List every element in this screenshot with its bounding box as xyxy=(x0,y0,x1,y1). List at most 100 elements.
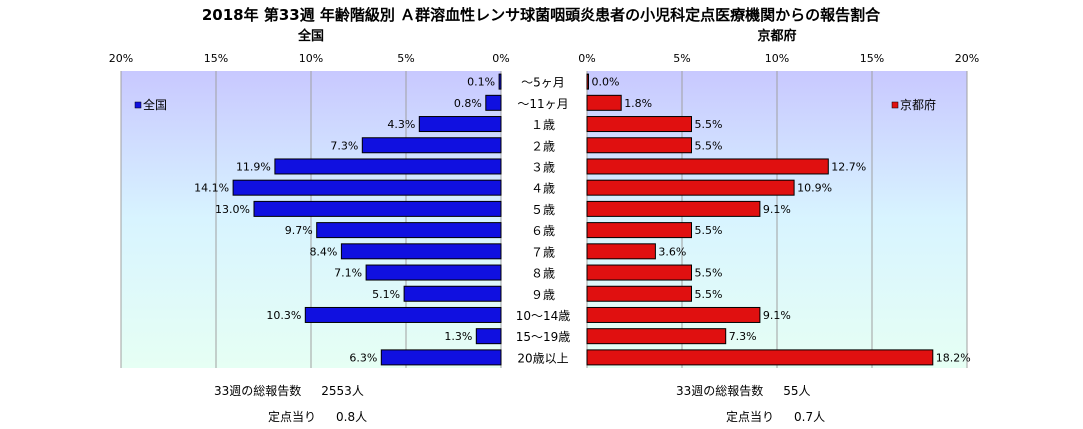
tick-label: 20% xyxy=(109,52,133,65)
category-label: ５歳 xyxy=(531,203,555,217)
bar xyxy=(304,306,502,323)
kyoto-per-site: 定点当り 0.7人 xyxy=(726,408,825,425)
category-label: ４歳 xyxy=(531,182,555,196)
bar xyxy=(361,137,502,154)
legend-label: 全国 xyxy=(143,97,167,112)
legend-swatch xyxy=(134,101,142,109)
bar xyxy=(365,264,502,281)
data-label: 7.1% xyxy=(334,267,362,280)
panel-title: 全国 xyxy=(297,28,324,44)
bar xyxy=(586,328,727,345)
kyoto-per-label: 定点当り xyxy=(726,410,775,424)
bar xyxy=(380,349,502,366)
bar xyxy=(586,306,761,323)
bar xyxy=(586,222,692,239)
bar xyxy=(475,328,502,345)
data-label: 11.9% xyxy=(236,160,271,173)
tick-label: 5% xyxy=(673,52,690,65)
kyoto-total: 33週の総報告数 55人 xyxy=(676,382,811,399)
data-label: 0.0% xyxy=(592,76,620,89)
data-label: 7.3% xyxy=(729,330,757,343)
bar xyxy=(586,200,761,217)
data-label: 18.2% xyxy=(936,351,971,364)
national-total: 33週の総報告数 2553人 xyxy=(214,382,364,399)
category-label: ７歳 xyxy=(531,245,555,259)
kyoto-total-label: 33週の総報告数 xyxy=(676,384,764,398)
tick-label: 5% xyxy=(397,52,414,65)
bar xyxy=(403,285,502,302)
data-label: 10.9% xyxy=(797,182,832,195)
data-label: 5.5% xyxy=(695,224,723,237)
bar xyxy=(586,158,829,175)
data-label: 5.5% xyxy=(695,267,723,280)
data-label: 14.1% xyxy=(194,182,229,195)
kyoto-per-value: 0.7人 xyxy=(794,410,826,424)
category-label: ６歳 xyxy=(531,224,555,238)
age-category-labels: ～5ヶ月 ～11ヶ月 １歳 ２歳 ３歳 ４歳 ５歳 ６歳 ７歳 ８歳 ９歳 10～14歳 15～19歳 2… xyxy=(516,76,571,366)
bar xyxy=(586,137,692,154)
national-panel: 全国 20% 15% 10% 5% 0% 0.1% 0.8% 4.3% 7.3% 11.9% 14.1… xyxy=(109,28,510,368)
bar xyxy=(586,285,692,302)
category-label: ２歳 xyxy=(531,139,555,153)
category-label: 15～19歳 xyxy=(516,330,571,344)
data-label: 5.5% xyxy=(695,118,723,131)
tick-label: 10% xyxy=(765,52,789,65)
bar xyxy=(586,116,692,133)
category-label: ～11ヶ月 xyxy=(517,97,568,111)
data-label: 8.4% xyxy=(309,245,337,258)
bar xyxy=(485,94,502,111)
data-label: 5.1% xyxy=(372,288,400,301)
bar xyxy=(586,73,589,90)
bar xyxy=(498,73,502,90)
data-label: 9.1% xyxy=(763,309,791,322)
bar xyxy=(418,116,502,133)
bar xyxy=(586,264,692,281)
panel-title: 京都府 xyxy=(757,28,796,44)
data-label: 1.3% xyxy=(444,330,472,343)
data-label: 3.6% xyxy=(658,245,686,258)
bar xyxy=(586,243,656,260)
bar xyxy=(253,200,502,217)
data-label: 9.7% xyxy=(285,224,313,237)
bar xyxy=(340,243,502,260)
category-label: 10～14歳 xyxy=(516,309,571,323)
bar xyxy=(586,94,622,111)
bar xyxy=(274,158,502,175)
category-label: ８歳 xyxy=(531,267,555,281)
category-label: 20歳以上 xyxy=(517,351,568,365)
data-label: 5.5% xyxy=(695,139,723,152)
data-label: 0.1% xyxy=(467,76,495,89)
data-label: 4.3% xyxy=(387,118,415,131)
tick-label: 0% xyxy=(492,52,509,65)
data-label: 6.3% xyxy=(349,351,377,364)
tick-label: 15% xyxy=(860,52,884,65)
data-label: 12.7% xyxy=(831,160,866,173)
tick-label: 15% xyxy=(204,52,228,65)
category-label: ９歳 xyxy=(531,288,555,302)
legend-swatch xyxy=(891,101,899,109)
tick-label: 10% xyxy=(299,52,323,65)
kyoto-total-value: 55人 xyxy=(783,384,811,398)
data-label: 0.8% xyxy=(454,97,482,110)
bar xyxy=(316,222,502,239)
national-total-value: 2553人 xyxy=(321,384,364,398)
tick-label: 0% xyxy=(578,52,595,65)
category-label: ３歳 xyxy=(531,160,555,174)
bar xyxy=(586,349,934,366)
data-label: 7.3% xyxy=(330,139,358,152)
data-label: 13.0% xyxy=(215,203,250,216)
category-label: １歳 xyxy=(531,118,555,132)
data-label: 5.5% xyxy=(695,288,723,301)
bar xyxy=(232,179,502,196)
data-label: 10.3% xyxy=(266,309,301,322)
national-total-label: 33週の総報告数 xyxy=(214,384,302,398)
kyoto-panel: 京都府 0% 5% 10% 15% 20% 0.0% 1.8% 5.5% 5.5% 12.7% 10.… xyxy=(578,28,979,368)
national-per-site: 定点当り 0.8人 xyxy=(268,408,367,425)
national-per-label: 定点当り xyxy=(268,410,317,424)
legend-label: 京都府 xyxy=(900,97,936,112)
category-label: ～5ヶ月 xyxy=(521,76,565,90)
data-label: 9.1% xyxy=(763,203,791,216)
bar xyxy=(586,179,795,196)
data-label: 1.8% xyxy=(624,97,652,110)
chart-title: 2018年 第33週 年齢階級別 Ａ群溶血性レンサ球菌咽頭炎患者の小児科定点医療… xyxy=(202,6,881,24)
